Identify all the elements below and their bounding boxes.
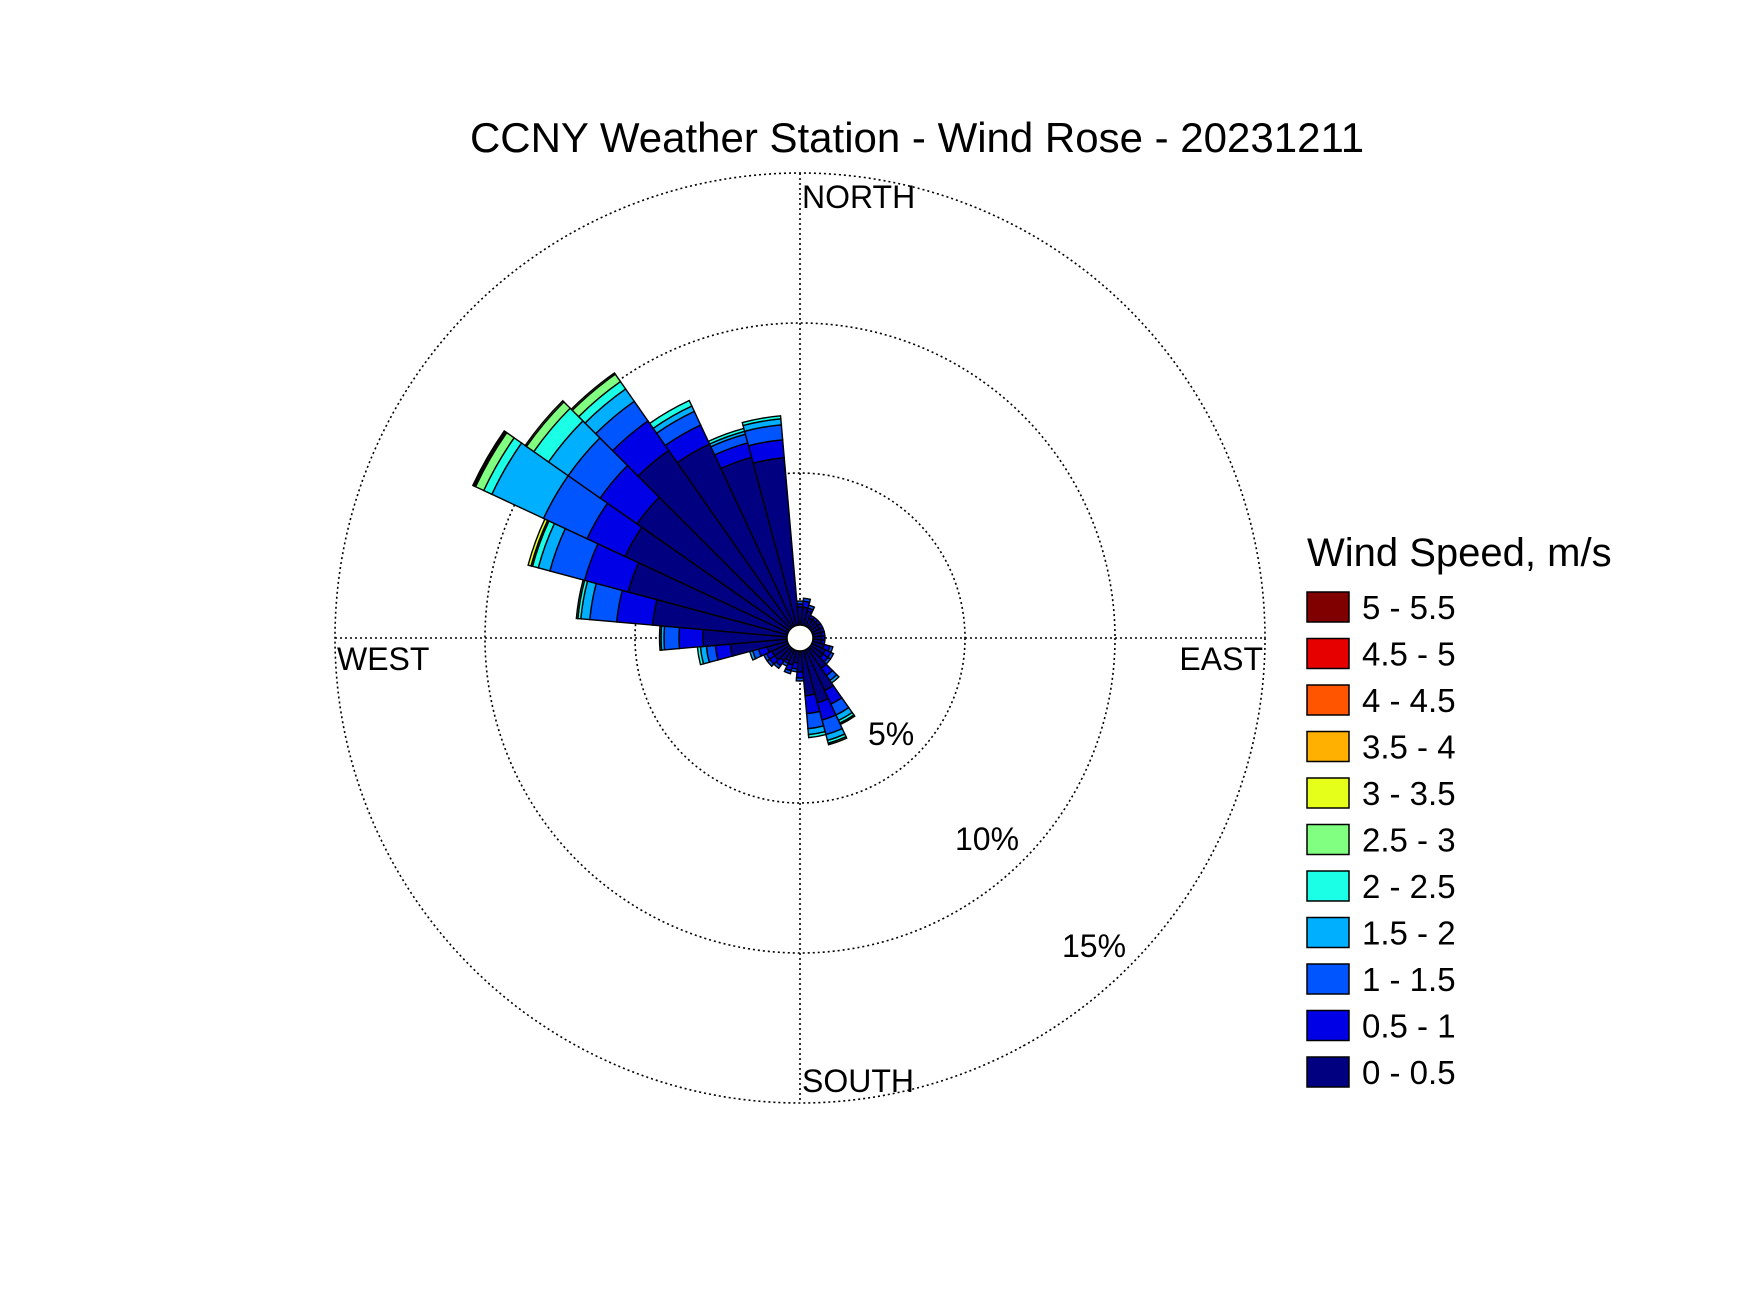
- sector-180-bin-1: [795, 671, 805, 679]
- sector-270-bin-2: [663, 625, 681, 651]
- sector-350-bin-4: [741, 415, 782, 427]
- sector-180-bin-2: [795, 677, 805, 682]
- legend-label: 2.5 - 3: [1362, 822, 1456, 859]
- legend-swatch: [1306, 684, 1350, 716]
- legend-label: 2 - 2.5: [1362, 868, 1456, 905]
- ring-label-10: 10%: [955, 821, 1019, 857]
- compass-east-label: EAST: [1179, 641, 1263, 677]
- legend-items: 5 - 5.5 4.5 - 5 4 - 4.5 3.5 - 4 3 - 3.5 2.5 -…: [1306, 589, 1456, 1091]
- sector-200-bin-2: [783, 667, 793, 675]
- legend-swatch: [1306, 870, 1350, 902]
- legend-label: 3.5 - 4: [1362, 729, 1456, 766]
- legend-swatch: [1306, 963, 1350, 995]
- ring-label-5: 5%: [868, 716, 914, 752]
- wind-sectors: [471, 372, 856, 746]
- compass-south-label: SOUTH: [802, 1063, 914, 1099]
- legend-swatch: [1306, 823, 1350, 856]
- compass-west-label: WEST: [337, 641, 429, 677]
- chart-title: CCNY Weather Station - Wind Rose - 20231…: [470, 114, 1364, 161]
- legend-swatch: [1306, 730, 1350, 763]
- sector-160-bin-5: [827, 735, 848, 746]
- legend-swatch: [1306, 637, 1350, 670]
- legend-label: 0.5 - 1: [1362, 1008, 1456, 1045]
- legend-label: 4 - 4.5: [1362, 682, 1456, 719]
- legend-swatch: [1306, 1056, 1350, 1088]
- legend-swatch: [1306, 777, 1350, 809]
- legend-label: 4.5 - 5: [1362, 636, 1456, 673]
- calm-center: [786, 624, 814, 652]
- legend-swatch: [1306, 591, 1350, 623]
- compass-north-label: NORTH: [802, 179, 915, 215]
- legend-label: 1 - 1.5: [1362, 961, 1456, 998]
- sector-330-bin-4: [648, 399, 693, 430]
- legend-label: 5 - 5.5: [1362, 589, 1456, 626]
- sector-270-bin-1: [678, 626, 705, 650]
- legend-label: 3 - 3.5: [1362, 775, 1456, 812]
- legend-label: 1.5 - 2: [1362, 915, 1456, 952]
- sector-20-bin-2: [807, 604, 816, 611]
- legend-title: Wind Speed, m/s: [1307, 531, 1612, 575]
- ring-label-15: 15%: [1062, 928, 1126, 964]
- legend-swatch: [1306, 1009, 1350, 1042]
- sector-310-bin-6: [524, 399, 565, 448]
- sector-270-bin-4: [658, 624, 663, 652]
- sector-10-bin-2: [802, 597, 812, 604]
- legend: Wind Speed, m/s 5 - 5.5 4.5 - 5 4 - 4.5 3.5…: [1306, 531, 1612, 1091]
- sector-170-bin-4: [807, 730, 827, 739]
- legend-swatch: [1306, 916, 1350, 949]
- legend-label: 0 - 0.5: [1362, 1054, 1456, 1091]
- sector-320-bin-6: [570, 372, 617, 412]
- sector-0-bin-2: [796, 600, 804, 605]
- sector-300-bin-10: [471, 429, 507, 488]
